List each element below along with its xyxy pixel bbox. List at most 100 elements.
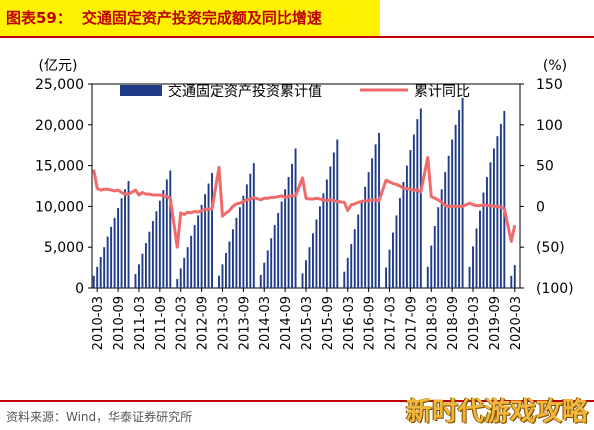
left-tick-label: 20,000 <box>35 118 84 134</box>
bar-mark <box>468 266 471 288</box>
bar-mark <box>315 219 318 288</box>
right-tick-label: (50) <box>536 240 565 256</box>
right-tick-label: 150 <box>536 77 563 93</box>
bar-mark <box>492 148 495 288</box>
x-tick-label: 2017-03 <box>384 296 399 350</box>
bar-mark <box>193 225 196 288</box>
x-tick-label: 2015-09 <box>321 296 336 350</box>
bar-mark <box>388 249 391 288</box>
bar-mark <box>433 225 436 288</box>
legend-bar-label: 交通固定资产投资累计值 <box>168 83 322 100</box>
bar-mark <box>110 226 113 288</box>
x-tick-label: 2018-03 <box>425 296 440 350</box>
bar-mark <box>197 215 200 288</box>
left-axis-unit: (亿元) <box>39 58 78 74</box>
bar-mark <box>385 267 387 288</box>
bar-mark <box>318 206 321 288</box>
bar-mark <box>419 108 422 288</box>
x-tick-label: 2014-03 <box>258 296 273 350</box>
bar-mark <box>305 260 307 288</box>
bar-mark <box>301 273 304 288</box>
figure-label: 图表59： <box>6 9 72 27</box>
bar-mark <box>412 134 415 288</box>
bar-mark <box>472 246 474 288</box>
legend-bar-swatch <box>120 85 162 96</box>
left-tick-label: 0 <box>75 281 84 297</box>
x-tick-label: 2019-03 <box>467 296 482 350</box>
x-tick-label: 2018-09 <box>446 296 461 350</box>
bar-mark <box>426 266 429 288</box>
chart-title: 图表59： 交通固定资产投资完成额及同比增速 <box>6 7 322 28</box>
bar-mark <box>291 163 294 288</box>
left-tick-label: 5,000 <box>44 240 84 256</box>
title-bar: 图表59： 交通固定资产投资完成额及同比增速 <box>0 0 594 36</box>
bar-mark <box>138 264 140 288</box>
bar-mark <box>416 119 419 288</box>
bar-mark <box>134 274 137 288</box>
bar-mark <box>284 189 287 288</box>
bar-mark <box>402 181 405 288</box>
x-tick-label: 2013-09 <box>237 296 252 350</box>
chart-svg: 0 5,000 10,000 15,000 20,000 25,000 (100) (50) 0… <box>35 58 574 350</box>
bar-mark <box>169 170 172 288</box>
bar-mark <box>409 150 412 288</box>
bar-mark <box>221 264 224 288</box>
bar-mark <box>179 268 182 288</box>
bar-mark <box>106 236 109 288</box>
bar-mark <box>336 139 339 288</box>
bar-mark <box>308 247 311 288</box>
footer-rule <box>0 400 594 402</box>
bar-mark <box>312 233 314 288</box>
yoy-line <box>92 155 517 249</box>
bar-mark <box>392 232 394 288</box>
bar-mark <box>218 275 220 288</box>
bar-mark <box>374 144 377 288</box>
bar-mark <box>395 215 398 288</box>
left-tick-label: 10,000 <box>35 199 84 215</box>
bar-mark <box>120 198 123 288</box>
bar-mark <box>238 207 241 288</box>
bar-mark <box>148 231 151 288</box>
x-tick-label: 2010-09 <box>112 296 127 350</box>
right-tick-label: (100) <box>536 281 574 297</box>
legend-line-label: 累计同比 <box>414 84 470 100</box>
bar-mark <box>200 204 203 288</box>
bar-mark <box>357 214 360 288</box>
bar-mark <box>96 266 99 288</box>
bar-mark <box>252 163 255 288</box>
bar-mark <box>332 152 335 288</box>
bar-mark <box>103 247 106 288</box>
figure-title: 交通固定资产投资完成额及同比增速 <box>81 9 322 27</box>
x-tick-label: 2012-09 <box>196 296 211 350</box>
bar-mark <box>155 211 158 288</box>
bar-mark <box>151 221 154 288</box>
bar-mark <box>270 238 273 288</box>
bar-mark <box>353 229 356 288</box>
right-tick-label: 50 <box>536 159 554 175</box>
bar-mark <box>141 253 144 288</box>
bar-mark <box>127 181 130 288</box>
x-tick-label: 2013-03 <box>217 296 232 350</box>
bar-mark <box>447 155 450 288</box>
bar-mark <box>287 177 290 288</box>
bar-mark <box>273 225 276 288</box>
left-tick-label: 15,000 <box>35 159 84 175</box>
watermark-logo: 新时代游戏攻略 <box>405 397 588 427</box>
bar-mark <box>485 177 488 288</box>
bar-mark <box>99 256 102 288</box>
bar-mark <box>277 212 280 288</box>
bar-mark <box>513 265 516 288</box>
bar-mark <box>162 190 165 288</box>
bar-mark <box>294 148 297 288</box>
x-tick-label: 2011-09 <box>154 296 169 350</box>
bar-mark <box>482 192 485 288</box>
bar-mark <box>325 179 328 288</box>
bar-mark <box>405 165 408 288</box>
bar-mark <box>242 195 245 288</box>
bar-mark <box>440 189 443 288</box>
bar-mark <box>235 217 238 288</box>
bar-mark <box>266 250 269 288</box>
right-axis-unit: (%) <box>543 58 567 74</box>
title-rule <box>0 36 594 38</box>
bar-mark <box>343 271 346 288</box>
